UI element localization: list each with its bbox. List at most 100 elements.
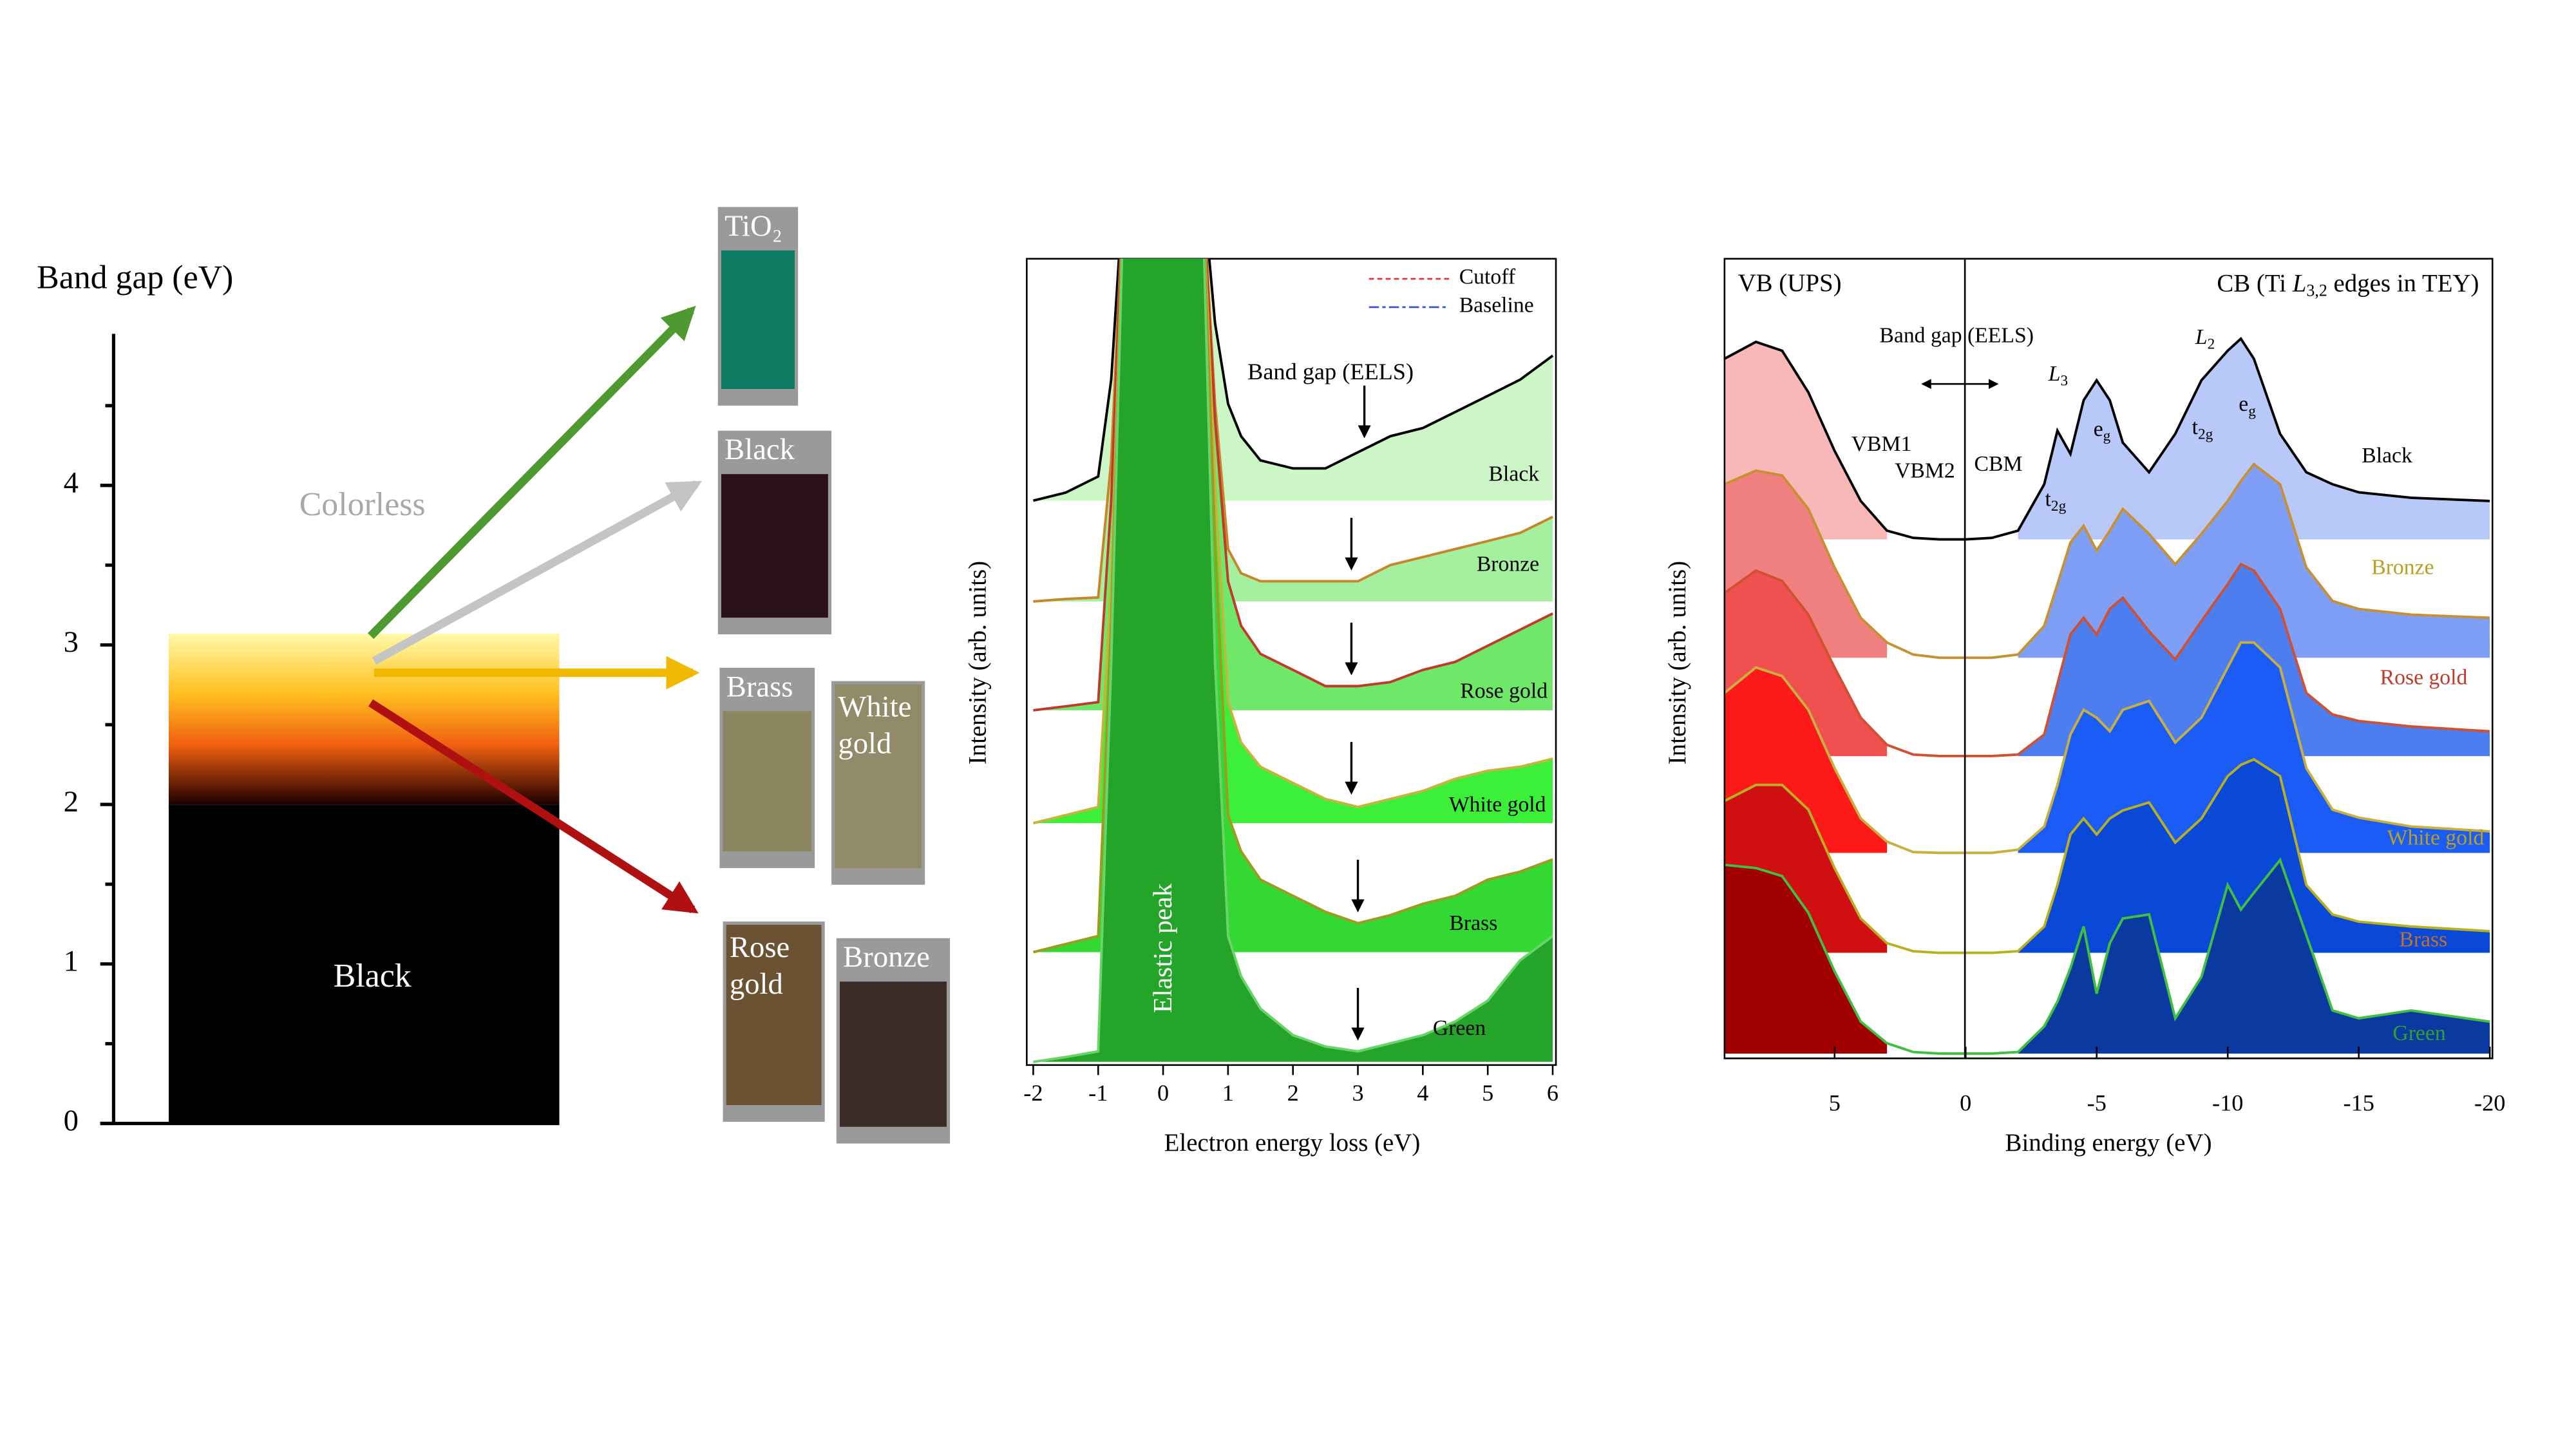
swatch-label: Bronze bbox=[843, 940, 930, 974]
x-tick-label: -20 bbox=[2474, 1090, 2505, 1115]
x-tick-label: 0 bbox=[1157, 1080, 1169, 1106]
annotation: VBM2 bbox=[1895, 459, 1955, 482]
x-tick-label: -1 bbox=[1088, 1080, 1108, 1106]
xas-chart: Black Bronze Rose gold White gold Brass Green… bbox=[1724, 336, 2505, 1115]
arrow bbox=[367, 305, 696, 639]
x-tick-label: 4 bbox=[1417, 1080, 1428, 1106]
spectrum-line bbox=[1033, 258, 1553, 603]
series-label: Green bbox=[1433, 1016, 1486, 1040]
series-label: Bronze bbox=[1477, 552, 1539, 576]
y-tick-label: 4 bbox=[64, 466, 79, 499]
left-title: Band gap (eV) bbox=[37, 259, 233, 296]
series-label: Black bbox=[1489, 462, 1540, 486]
text: Rose bbox=[730, 931, 790, 964]
text: e bbox=[2239, 392, 2248, 416]
text: L bbox=[2292, 269, 2307, 297]
x-tick-label: 5 bbox=[1482, 1080, 1493, 1106]
cb-label: CB (Ti L3,2 edges in TEY) bbox=[2217, 269, 2479, 299]
swatch-label: TiO₂ bbox=[724, 209, 782, 243]
text: g bbox=[2248, 403, 2256, 420]
spectrum-fill bbox=[1033, 258, 1553, 1062]
x-tick-label: 5 bbox=[1829, 1090, 1841, 1115]
eels-chart: Black Bronze Rose gold White gold Brass Green… bbox=[1023, 258, 1558, 1106]
text: t bbox=[2192, 415, 2199, 439]
text: VBM1 bbox=[1852, 432, 1912, 456]
text: 3,2 bbox=[2306, 281, 2327, 300]
annotation: Elastic peak bbox=[1148, 883, 1177, 1013]
x-tick-label: -10 bbox=[2212, 1090, 2243, 1115]
spectrum-line bbox=[1724, 757, 2490, 954]
arrows bbox=[367, 305, 703, 914]
series-label: Rose gold bbox=[1460, 679, 1548, 703]
segment-label: Black bbox=[334, 958, 412, 994]
text: 2g bbox=[2051, 498, 2067, 515]
annotation: eg bbox=[2239, 392, 2256, 420]
cb-fill bbox=[2018, 860, 2490, 1054]
swatch bbox=[721, 474, 828, 618]
plot-frame bbox=[1026, 258, 1557, 1066]
text: 2 bbox=[2208, 336, 2215, 353]
spectrum-line bbox=[1724, 462, 2490, 659]
spectrum-line bbox=[1033, 258, 1554, 1063]
series-label: Brass bbox=[1449, 911, 1497, 935]
text: VBM2 bbox=[1895, 459, 1955, 482]
cb-fill bbox=[2018, 338, 2490, 540]
x-tick-label: -2 bbox=[1023, 1080, 1043, 1106]
swatch-strip bbox=[835, 684, 922, 768]
x-tick-label: 0 bbox=[1960, 1090, 1971, 1115]
legend-label: Baseline bbox=[1459, 294, 1534, 317]
series-label: Green bbox=[2392, 1021, 2445, 1045]
swatch-label: Brass bbox=[726, 670, 793, 703]
text: L bbox=[2195, 325, 2208, 349]
text: Band gap (EELS) bbox=[1879, 323, 2034, 347]
swatch bbox=[840, 981, 947, 1127]
series-label: Bronze bbox=[2371, 556, 2434, 580]
x-tick-label: 1 bbox=[1222, 1080, 1234, 1106]
cb-fill bbox=[2018, 642, 2490, 853]
spectrum-line bbox=[1032, 258, 1554, 502]
left-chart: 0 1 2 3 4 Black bbox=[64, 334, 560, 1137]
x-tick-label: -15 bbox=[2344, 1090, 2374, 1115]
text: e bbox=[2094, 417, 2103, 441]
spectrum-line bbox=[1724, 641, 2490, 855]
spectra bbox=[1724, 336, 2490, 1055]
y-axis-label: Intensity (arb. units) bbox=[964, 561, 992, 764]
text: White bbox=[838, 690, 911, 723]
text: CBM bbox=[1975, 452, 2023, 476]
text: edges in TEY) bbox=[2327, 269, 2479, 297]
series-label: Black bbox=[2362, 444, 2412, 468]
series-label: Rose gold bbox=[2380, 666, 2468, 690]
x-tick-label: 3 bbox=[1352, 1080, 1363, 1106]
spectrum-line bbox=[1724, 562, 2490, 757]
text: L bbox=[2048, 362, 2061, 386]
bar-segment bbox=[168, 804, 560, 1124]
colorless-label: Colorless bbox=[299, 486, 426, 523]
text: gold bbox=[730, 967, 783, 1001]
annotation: t2g bbox=[2192, 415, 2213, 443]
swatch-label: Black bbox=[724, 433, 795, 466]
x-axis-label: Electron energy loss (eV) bbox=[1164, 1129, 1421, 1157]
annotation: eg bbox=[2094, 417, 2111, 445]
swatch bbox=[721, 250, 795, 389]
x-tick-label: 6 bbox=[1547, 1080, 1558, 1106]
annotation: L2 bbox=[2195, 325, 2215, 353]
series-label: Brass bbox=[2399, 928, 2447, 952]
y-axis-label: Intensity (arb. units) bbox=[1663, 561, 1691, 764]
annotation: Band gap (EELS) bbox=[1247, 359, 1414, 384]
legend-label: Cutoff bbox=[1459, 265, 1516, 289]
y-tick-label: 2 bbox=[64, 785, 79, 819]
annotation: t2g bbox=[2045, 487, 2067, 515]
bar-segment bbox=[168, 634, 560, 805]
text: g bbox=[2103, 428, 2111, 445]
x-tick-label: -5 bbox=[2087, 1090, 2107, 1115]
series-label: White gold bbox=[1449, 793, 1546, 817]
x-tick-label: 2 bbox=[1287, 1080, 1299, 1106]
spectrum-line bbox=[1033, 258, 1553, 712]
arrow bbox=[368, 699, 699, 914]
arrow bbox=[372, 480, 703, 665]
vb-label: VB (UPS) bbox=[1738, 269, 1842, 297]
y-tick-label: 0 bbox=[64, 1104, 79, 1137]
text: t bbox=[2045, 487, 2052, 511]
